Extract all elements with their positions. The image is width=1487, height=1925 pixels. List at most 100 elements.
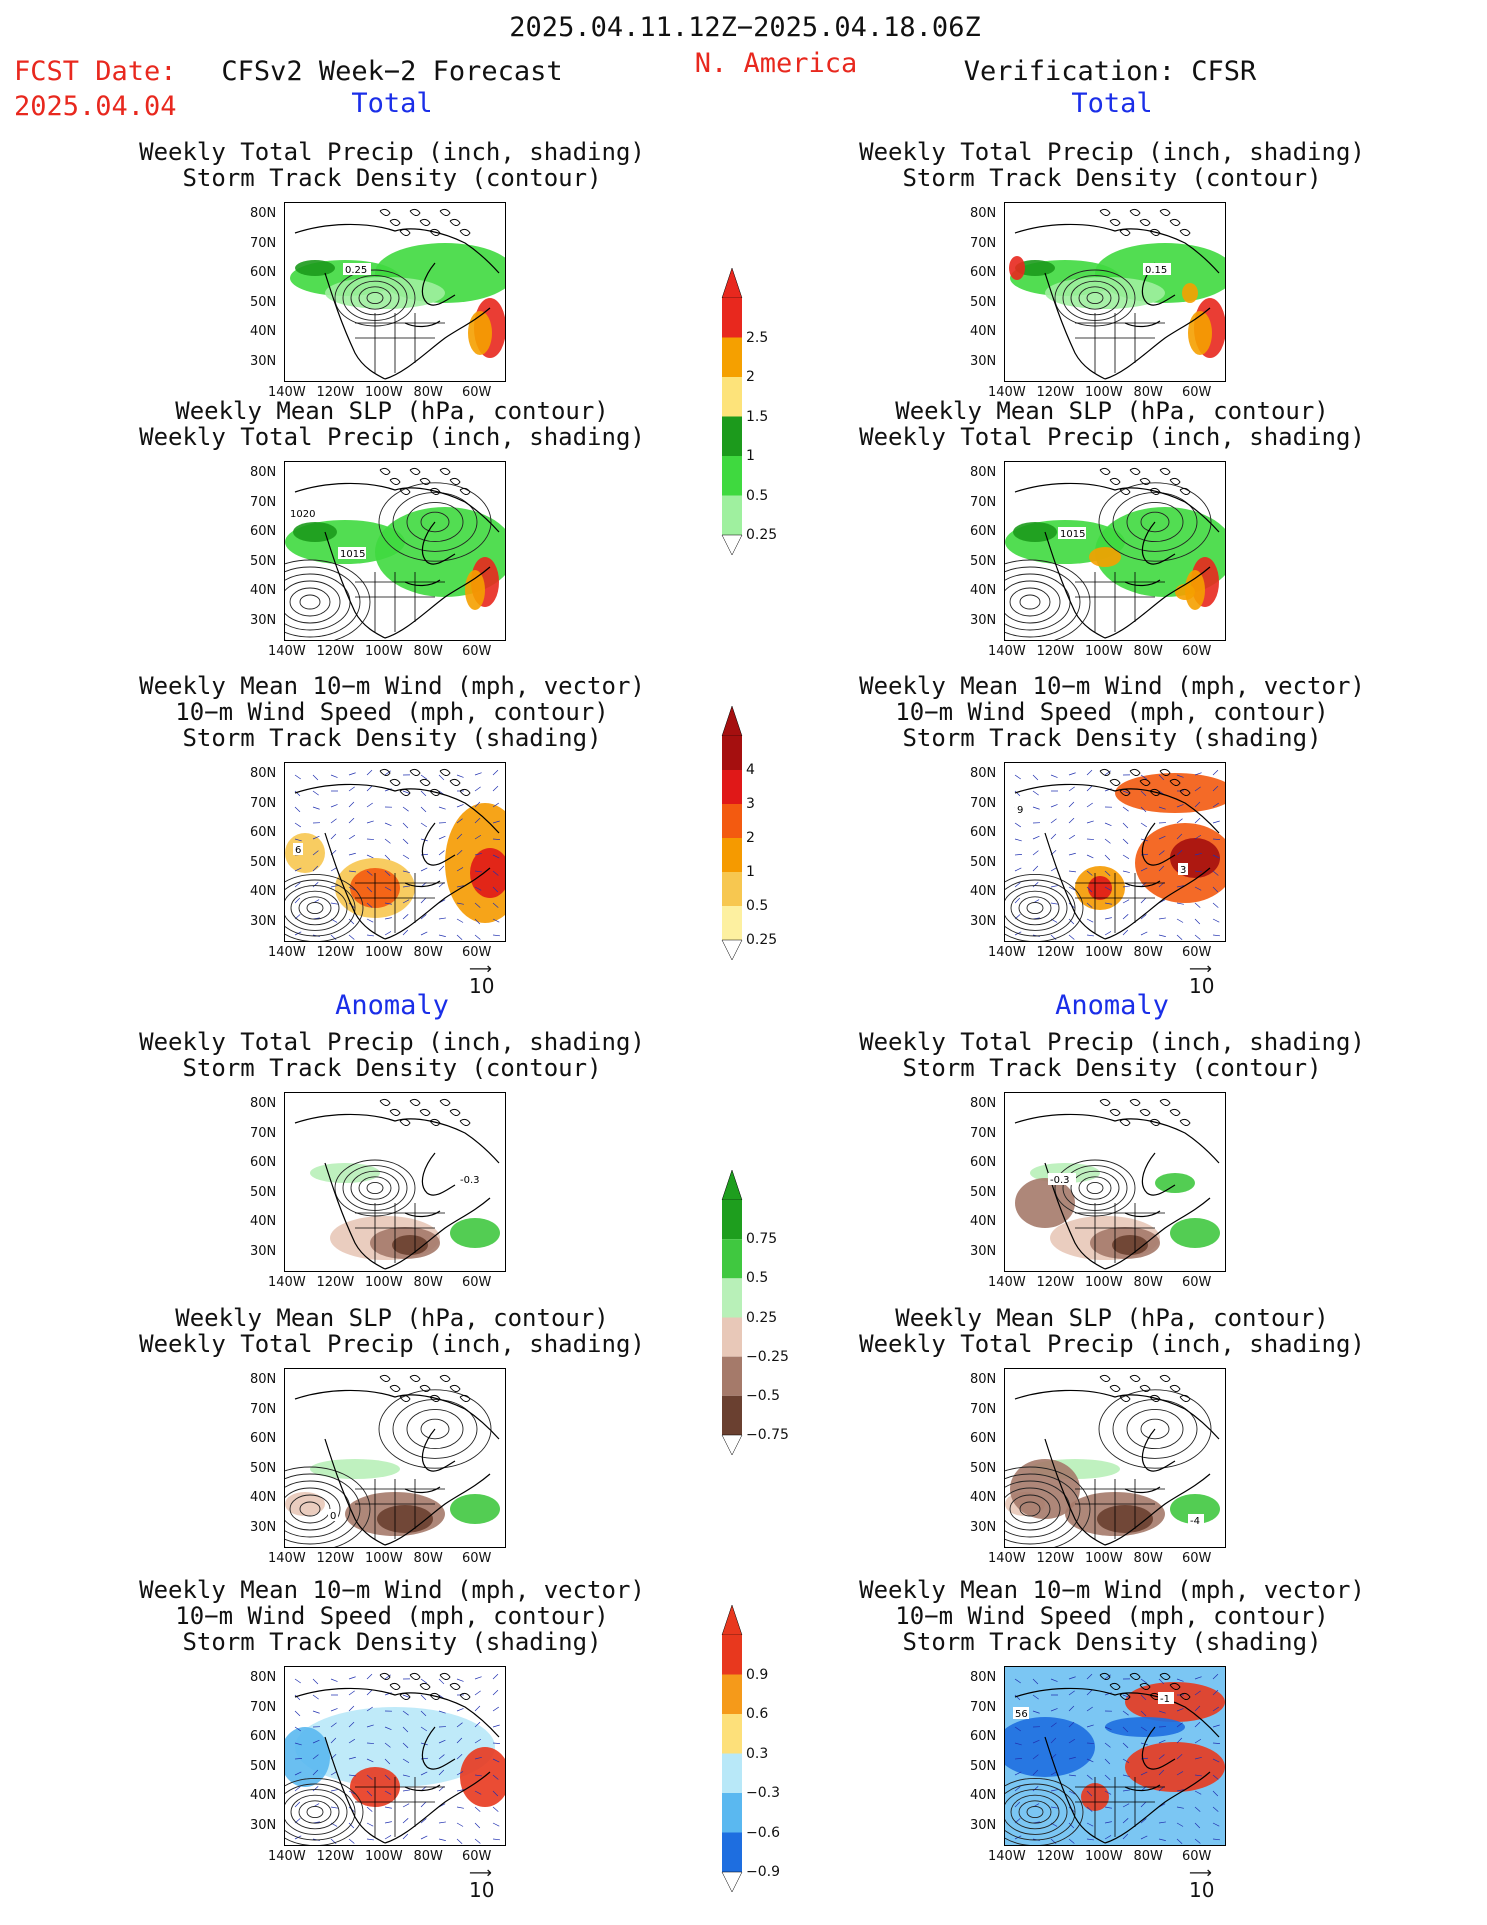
arctic-island: [1109, 778, 1121, 786]
colorbar-label: 0.75: [746, 1231, 778, 1248]
colorbar-segment: [722, 1753, 742, 1793]
state-borders: [1075, 1777, 1165, 1837]
wind-vector: [1068, 1838, 1075, 1844]
colorbar-segment: [722, 298, 742, 338]
wind-vector: [456, 918, 464, 923]
latitude-label: 60N: [250, 1155, 277, 1170]
arctic-island: [409, 208, 421, 216]
arctic-island: [1149, 1118, 1161, 1126]
wind-vector: [294, 1726, 301, 1732]
wind-vector: [1068, 1721, 1075, 1728]
wind-vector: [330, 1678, 338, 1682]
slp-contour: [1126, 1408, 1184, 1450]
wind-vector: [1140, 897, 1147, 904]
wind-vector: [474, 817, 481, 824]
wind-vector: [1014, 774, 1021, 780]
wind-vector: [1068, 1738, 1076, 1744]
wind-vector: [474, 886, 482, 891]
colorbar-bottom-cap: [721, 939, 743, 960]
wind-vector: [1068, 772, 1076, 776]
latitude-label: 40N: [970, 1788, 997, 1803]
wind-vector: [294, 1710, 301, 1717]
wind-vector: [1104, 931, 1112, 936]
contour-label: 1015: [1060, 529, 1085, 540]
map-panel-vf-1: 0.15: [1004, 202, 1226, 382]
arctic-island: [389, 1108, 401, 1116]
arctic-island: [1119, 1394, 1131, 1402]
map-plot: 1020 1015: [285, 467, 505, 640]
wind-vector: [1086, 1724, 1094, 1728]
wind-vector: [402, 854, 410, 859]
latitude-label: 30N: [970, 913, 997, 929]
panel-title-line: Weekly Mean SLP (hPa, contour): [895, 1304, 1329, 1332]
wind-vector: [492, 1822, 500, 1827]
colorbar-label: 0.25: [746, 1309, 778, 1326]
wind-vector: [474, 852, 482, 856]
slp-contour: [289, 587, 331, 617]
arctic-island: [1109, 1108, 1121, 1116]
wind-vector: [1086, 1774, 1093, 1780]
wind-vector: [1122, 1833, 1129, 1840]
wind-vector: [312, 1694, 319, 1700]
latitude-label: 30N: [970, 1519, 997, 1535]
wind-vector: [1086, 1790, 1093, 1797]
storm-anomaly-shading: [1125, 1742, 1225, 1792]
wind-vector: [1050, 1737, 1057, 1744]
arctic-island: [419, 218, 431, 226]
panel-title-line: 10−m Wind Speed (mph, contour): [175, 698, 609, 726]
contour-label: -4: [1190, 1516, 1200, 1527]
colorbar-segment: [722, 377, 742, 417]
panel-title-line: Weekly Total Precip (inch, shading): [859, 1330, 1365, 1358]
wind-vector: [1122, 914, 1129, 920]
wind-vector: [312, 774, 319, 781]
wind-vector: [1014, 1694, 1021, 1701]
coastline: [1014, 1113, 1220, 1270]
panel-title-line: Weekly Mean 10−m Wind (mph, vector): [139, 672, 645, 700]
wind-vector: [1122, 1803, 1130, 1808]
longitude-label: 100W: [1085, 1275, 1123, 1290]
panel-title-line: Weekly Total Precip (inch, shading): [139, 1330, 645, 1358]
wind-vector: [420, 1771, 428, 1776]
arctic-island: [439, 768, 451, 776]
storm-contour: [1086, 1181, 1104, 1195]
latitude-label: 30N: [250, 913, 277, 929]
vector-reference: ⟶ 10: [469, 1865, 494, 1903]
wind-vector: [366, 934, 374, 937]
wind-speed-contour: [1005, 885, 1068, 931]
arctic-island: [1169, 1682, 1181, 1690]
arctic-island: [389, 1682, 401, 1690]
precip-shading: [465, 570, 485, 610]
arctic-island: [1169, 477, 1181, 485]
wind-vector: [1176, 1771, 1184, 1776]
latitude-label: 40N: [250, 884, 277, 899]
wind-vector: [348, 886, 356, 891]
wind-vector: [1140, 822, 1148, 828]
wind-vector: [1212, 802, 1219, 808]
latitude-label: 80N: [970, 1670, 997, 1685]
region-title: N. America: [694, 48, 858, 79]
slp-contour: [1005, 1473, 1081, 1545]
contour-label: -0.3: [1050, 1175, 1070, 1186]
wind-vector: [1104, 1835, 1112, 1840]
contour-label: 0.25: [345, 265, 367, 276]
wind-vector: [1086, 870, 1093, 876]
wind-vector: [384, 838, 391, 844]
latitude-label: 60N: [970, 1729, 997, 1744]
precip-shading: [1089, 547, 1121, 567]
panel-title-line: Storm Track Density (shading): [902, 724, 1322, 752]
precip-anomaly-shading: [285, 1492, 325, 1516]
wind-vector: [312, 835, 320, 840]
wind-vector: [1212, 1673, 1219, 1680]
wind-vector: [438, 917, 446, 920]
wind-vector: [348, 852, 356, 856]
wind-vector: [1086, 1706, 1093, 1712]
longitude-label: 100W: [365, 1551, 403, 1566]
arctic-island: [449, 1682, 461, 1690]
wind-vector: [1032, 865, 1039, 872]
latitude-label: 40N: [970, 884, 997, 899]
wind-vector: [1212, 1822, 1220, 1827]
map-panel-fc-1: 0.25: [284, 202, 506, 382]
wind-vector: [1068, 1676, 1076, 1680]
arctic-island: [1099, 768, 1111, 776]
latitude-label: 40N: [970, 324, 997, 339]
